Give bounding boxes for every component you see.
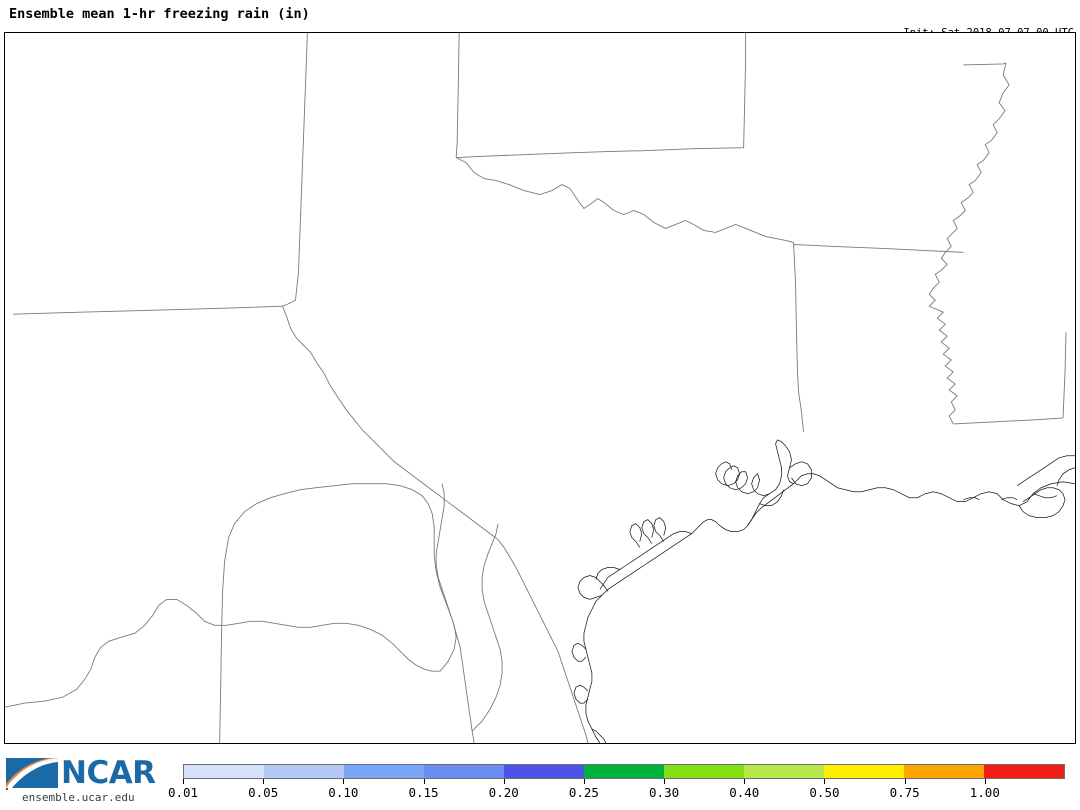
colorbar-tick [824, 779, 826, 784]
colorbar-segment [344, 765, 424, 778]
colorbar-tick-label: 0.40 [729, 785, 760, 800]
state-border-layer [5, 33, 1067, 743]
colorbar-segment [664, 765, 744, 778]
coastline-layer [571, 439, 1075, 743]
colorbar[interactable]: 0.01 0.05 0.10 0.15 0.20 0.25 0.30 0.40 0.50 0.75… [168, 764, 1065, 808]
colorbar-tick-label: 1.00 [969, 785, 1000, 800]
colorbar-segment [984, 765, 1064, 778]
footer-bar: NCAR ensemble.ucar.edu 0.01 0.05 0.10 0.15 0… [0, 748, 1080, 810]
colorbar-tick-label: 0.75 [889, 785, 920, 800]
colorbar-segment [184, 765, 264, 778]
page-title: Ensemble mean 1-hr freezing rain (in) [9, 6, 310, 22]
colorbar-tick [263, 779, 265, 784]
colorbar-tick [664, 779, 666, 784]
colorbar-tick-label: 0.10 [328, 785, 359, 800]
colorbar-segment [504, 765, 584, 778]
map-background [5, 33, 1075, 743]
colorbar-tick [423, 779, 425, 784]
colorbar-segment [584, 765, 664, 778]
header-bar: Ensemble mean 1-hr freezing rain (in) In… [0, 0, 1080, 77]
colorbar-tick-label: 0.30 [649, 785, 680, 800]
colorbar-tick [984, 779, 986, 784]
ncar-swoosh-icon [6, 758, 58, 790]
colorbar-tick [183, 779, 184, 784]
colorbar-segment [904, 765, 984, 778]
colorbar-gradient [183, 764, 1065, 779]
colorbar-segment [824, 765, 904, 778]
ncar-wordmark: NCAR [61, 755, 156, 791]
colorbar-segment [424, 765, 504, 778]
colorbar-tick [904, 779, 906, 784]
ncar-url-text: ensemble.ucar.edu [22, 791, 135, 804]
colorbar-tick [744, 779, 746, 784]
colorbar-tick-label: 0.20 [488, 785, 519, 800]
colorbar-tick-label: 0.01 [167, 785, 199, 800]
colorbar-segment [744, 765, 824, 778]
map-panel[interactable] [4, 32, 1076, 744]
ncar-logo[interactable]: NCAR ensemble.ucar.edu [6, 755, 176, 806]
colorbar-tick-label: 0.50 [809, 785, 840, 800]
map-canvas [5, 33, 1075, 743]
colorbar-tick [583, 779, 585, 784]
colorbar-segment [264, 765, 344, 778]
colorbar-tick-label: 0.05 [248, 785, 279, 800]
colorbar-tick-label: 0.15 [408, 785, 439, 800]
colorbar-tick [343, 779, 345, 784]
colorbar-tick-label: 0.25 [568, 785, 599, 800]
colorbar-tick [503, 779, 505, 784]
